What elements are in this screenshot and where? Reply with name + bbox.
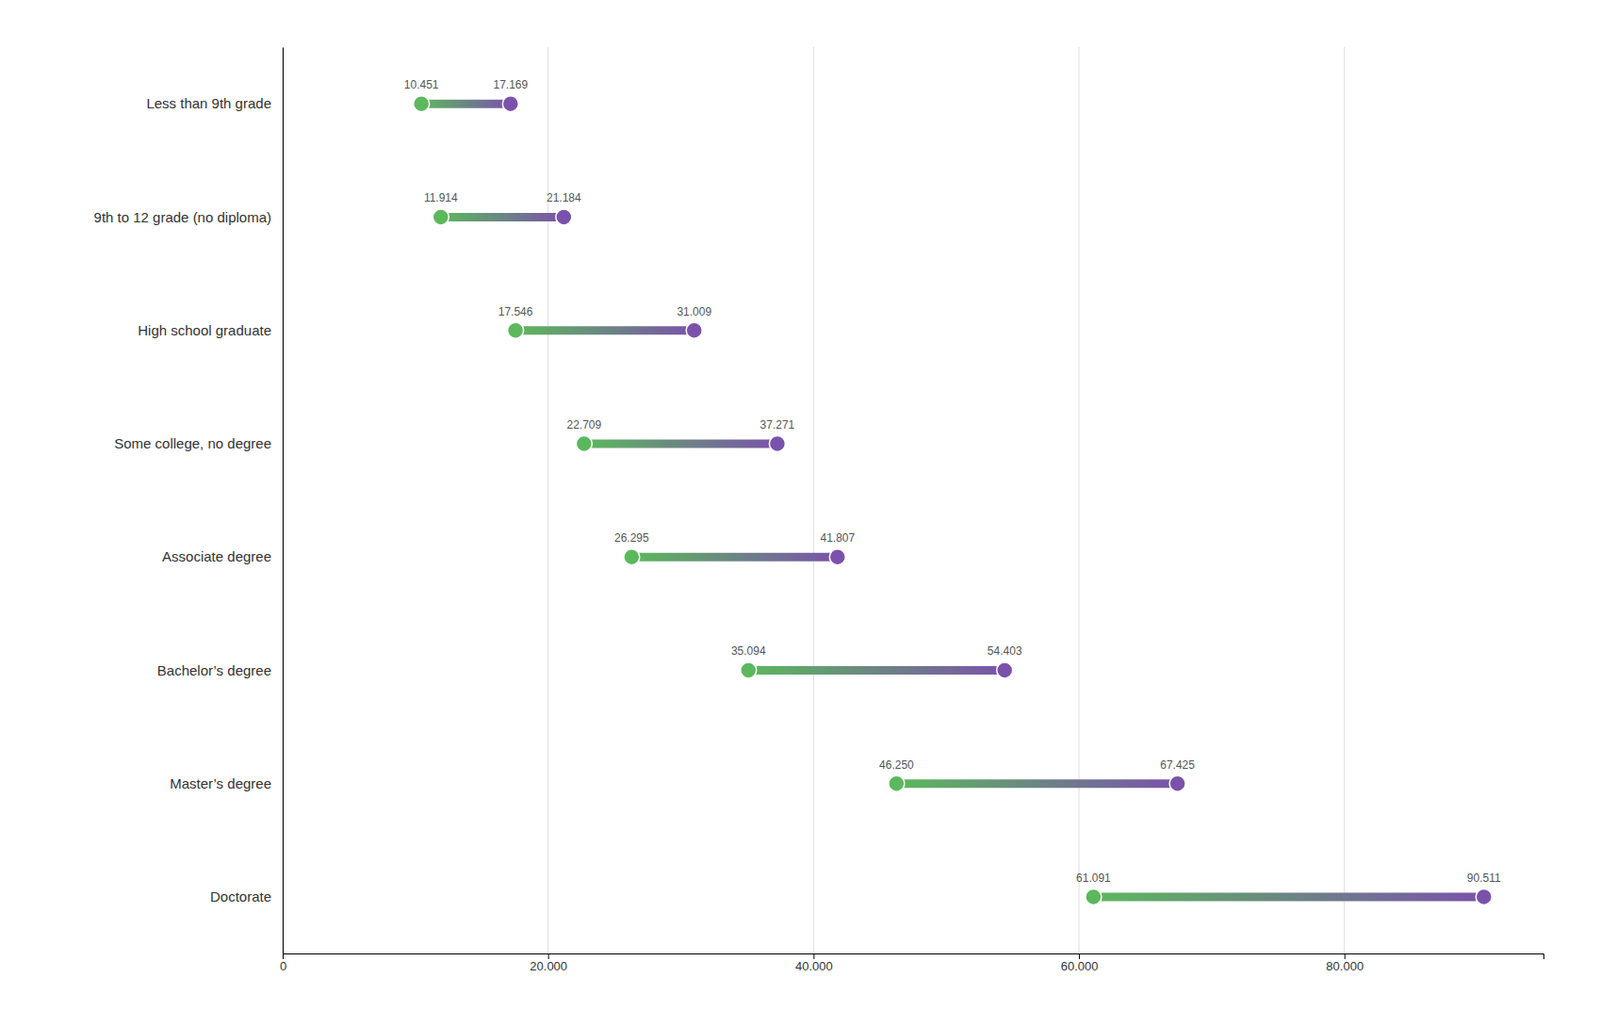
- data-label: 22.709: [566, 418, 602, 432]
- data-label: 11.914: [424, 191, 458, 205]
- dot: [623, 549, 640, 566]
- data-label: 54.403: [987, 644, 1023, 658]
- dot: [685, 322, 703, 339]
- tick-label: High school graduate: [137, 322, 272, 339]
- chart: 0 20.000 40.000 60.000 80.000 Less than 9th g…: [0, 0, 1600, 1010]
- axis-line: [283, 954, 1545, 961]
- dot: [502, 96, 519, 113]
- dot: [996, 662, 1013, 679]
- data-label: 37.271: [760, 418, 796, 432]
- tick-mark: [1078, 953, 1080, 960]
- tick: Some college, no degree: [114, 435, 283, 452]
- dot: [432, 209, 449, 226]
- y-axis: Less than 9th grade 9th to 12 grade (no d…: [94, 48, 284, 955]
- tick: 60.000: [1061, 953, 1099, 974]
- data-label: 17.546: [498, 305, 534, 319]
- tick-label: Some college, no degree: [114, 435, 272, 452]
- tick-label: Less than 9th grade: [146, 95, 272, 112]
- tick-label: 20.000: [529, 959, 568, 974]
- tick: 80.000: [1325, 953, 1364, 974]
- data-label: 35.094: [731, 644, 767, 658]
- tick: Doctorate: [210, 888, 283, 905]
- tick-label: Bachelor’s degree: [157, 662, 272, 679]
- tick: 0: [279, 953, 287, 974]
- connector: [631, 553, 837, 562]
- dot: [829, 549, 846, 566]
- dot: [740, 662, 757, 679]
- dot: [555, 209, 572, 226]
- tick-mark: [813, 953, 815, 960]
- grid-line: [813, 47, 815, 954]
- data-label: 46.250: [879, 758, 915, 772]
- tick-label: Master’s degree: [169, 775, 272, 792]
- connector: [748, 666, 1005, 675]
- tick-mark: [548, 953, 550, 960]
- connector: [584, 439, 778, 448]
- marks: [413, 96, 1493, 906]
- dot: [1475, 888, 1492, 905]
- connector: [1093, 892, 1484, 901]
- grid-line: [547, 47, 549, 954]
- data-label: 41.807: [819, 531, 855, 545]
- dot: [507, 322, 524, 339]
- data-label: 31.009: [676, 305, 712, 319]
- dot: [768, 435, 785, 452]
- tick: Less than 9th grade: [146, 95, 283, 112]
- grid-line: [1343, 47, 1345, 954]
- tick-mark: [1344, 953, 1346, 960]
- data-label: 67.425: [1159, 758, 1195, 772]
- tick: 40.000: [795, 953, 833, 974]
- data-label: 17.169: [492, 78, 528, 92]
- data-label: 21.184: [546, 191, 582, 205]
- data-label: 10.451: [404, 78, 440, 92]
- dot: [413, 96, 430, 113]
- dot: [575, 435, 592, 452]
- grid-line: [1078, 47, 1080, 954]
- tick-label: 9th to 12 grade (no diploma): [94, 209, 272, 226]
- data-label: 26.295: [614, 531, 650, 545]
- axis-line: [282, 48, 284, 955]
- tick-label: Doctorate: [210, 888, 272, 905]
- connector: [896, 779, 1177, 788]
- tick: Associate degree: [162, 548, 283, 565]
- tick: High school graduate: [137, 322, 283, 339]
- tick-label: Associate degree: [162, 548, 272, 565]
- data-label: 90.511: [1467, 871, 1502, 885]
- connector: [440, 212, 565, 222]
- tick: 20.000: [529, 953, 568, 974]
- tick: Bachelor’s degree: [157, 662, 283, 679]
- tick: Master’s degree: [169, 775, 283, 792]
- x-axis: 0 20.000 40.000 60.000 80.000: [279, 953, 1545, 974]
- data-labels: 10.451 11.914 17.546 22.709 26.295 35.094 46.2…: [404, 78, 1502, 885]
- dot: [888, 775, 905, 792]
- tick-label: 60.000: [1061, 959, 1099, 974]
- tick-label: 0: [279, 959, 287, 974]
- grid-line: [282, 47, 284, 954]
- tick-label: 40.000: [795, 959, 833, 974]
- dot: [1085, 888, 1102, 905]
- tick-label: 80.000: [1325, 959, 1364, 974]
- grid: [282, 47, 1345, 954]
- dot: [1169, 775, 1186, 792]
- connector: [421, 99, 511, 109]
- tick: 9th to 12 grade (no diploma): [94, 209, 283, 226]
- data-label: 61.091: [1076, 871, 1111, 885]
- connector: [515, 326, 695, 335]
- tick-mark: [282, 953, 284, 960]
